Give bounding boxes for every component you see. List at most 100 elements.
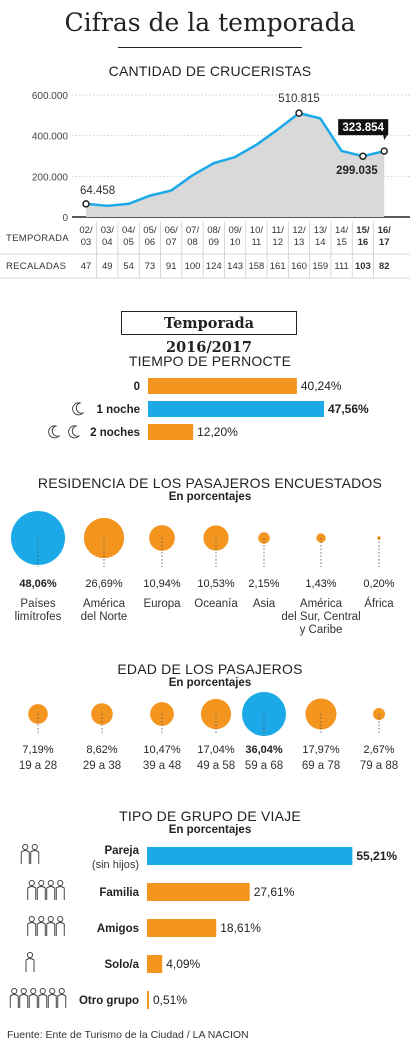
y-tick-label: 200.000 <box>32 172 69 183</box>
person-icon <box>46 879 56 900</box>
calls-value: 103 <box>355 261 371 272</box>
grupo-section-title: TIPO DE GRUPO DE VIAJE <box>119 808 301 824</box>
edad-subtitle: En porcentajes <box>168 677 252 689</box>
person-body <box>28 994 38 1008</box>
person-body <box>9 994 19 1008</box>
crescent-moon-icon <box>72 402 85 416</box>
person-head <box>57 915 64 923</box>
bar-value-label: 12,20% <box>197 425 238 439</box>
person-icon <box>46 915 56 936</box>
bar-category-label: Amigos <box>97 923 139 935</box>
person-icon <box>38 987 48 1008</box>
bar <box>148 401 324 417</box>
bar-category-label: 2 noches <box>90 427 140 439</box>
person-body <box>47 994 57 1008</box>
page-title: Cifras de la temporada <box>64 8 356 37</box>
data-label-pointer <box>383 135 388 141</box>
bubble-category-label: limítrofes <box>15 611 62 623</box>
person-head <box>38 915 45 923</box>
season-label: 06 <box>145 237 156 248</box>
bubble-value-label: 10,47% <box>143 744 181 756</box>
bubble-value-label: 36,04% <box>245 744 283 756</box>
person-head <box>30 987 37 995</box>
person-head <box>20 987 27 995</box>
person-body <box>25 958 35 972</box>
person-head <box>39 987 46 995</box>
bar-category-label: Familia <box>99 887 139 899</box>
calls-value: 111 <box>334 261 348 272</box>
y-tick-label: 0 <box>62 213 68 224</box>
residencia-section-title: RESIDENCIA DE LOS PASAJEROS ENCUESTADOS <box>37 475 383 491</box>
source-note: Fuente: Ente de Turismo de la Ciudad / L… <box>7 1029 249 1041</box>
data-label: 510.815 <box>278 93 320 105</box>
bubble-value-label: 2,15% <box>248 578 279 590</box>
season-label: 05 <box>123 237 134 248</box>
bar-category-label: Otro grupo <box>79 995 139 1007</box>
bubble-category-label: 39 a 48 <box>143 760 181 772</box>
bubble-category-label: 29 a 38 <box>83 760 121 772</box>
bubble-category-label: 79 a 88 <box>360 760 398 772</box>
season-label: 13 <box>294 237 305 248</box>
person-body <box>57 994 67 1008</box>
person-head <box>58 987 65 995</box>
bubble-category-label: Oceanía <box>194 598 238 610</box>
bar-category-label: 1 noche <box>97 404 140 416</box>
edad-section-title: EDAD DE LOS PASAJEROS <box>117 661 303 677</box>
season-label: 02/ <box>79 225 93 236</box>
crescent-moon-icon <box>68 425 81 439</box>
bubble-value-label: 1,43% <box>305 578 336 590</box>
person-head <box>31 843 38 851</box>
data-label: 323.854 <box>342 122 384 134</box>
season-label: 09/ <box>228 225 242 236</box>
data-label: 64.458 <box>80 185 115 197</box>
season-label: 17 <box>379 237 390 248</box>
calls-value: 47 <box>81 261 92 272</box>
bar <box>147 847 353 865</box>
bar <box>147 991 149 1009</box>
person-head <box>49 987 56 995</box>
person-head <box>28 879 35 887</box>
person-body <box>30 850 40 864</box>
bar-value-label: 27,61% <box>254 885 295 899</box>
grupo-subtitle: En porcentajes <box>168 824 252 836</box>
residencia-subtitle: En porcentajes <box>168 491 252 503</box>
bar-category-label: Pareja <box>104 845 139 857</box>
bar-category-label: Solo/a <box>104 959 139 971</box>
season-label: 07/ <box>186 225 200 236</box>
person-body <box>55 886 65 900</box>
person-icon <box>47 987 57 1008</box>
season-label: 05/ <box>143 225 157 236</box>
bar <box>148 378 297 394</box>
bubble-value-label: 8,62% <box>86 744 117 756</box>
person-icon <box>19 987 29 1008</box>
pernocte-section-title: TIEMPO DE PERNOCTE <box>128 353 292 369</box>
calls-value: 161 <box>270 261 286 272</box>
data-point <box>380 147 388 155</box>
cruise-plot: 64.458 510.815 299.035 323.854 <box>80 93 389 217</box>
person-head <box>26 951 34 959</box>
cruise-table: TEMPORADA RECALADAS 02/03 47 03/04 49 04/05 54 0… <box>0 222 410 279</box>
person-icon <box>55 915 65 936</box>
season-label: 16/ <box>378 225 392 236</box>
season-label: 06/ <box>165 225 179 236</box>
person-head <box>57 879 64 887</box>
bar-category-label: 0 <box>134 381 140 393</box>
bubble-value-label: 17,97% <box>302 744 340 756</box>
y-tick-label: 600.000 <box>32 91 69 102</box>
season-label: 07 <box>166 237 177 248</box>
calls-value: 73 <box>145 261 156 272</box>
bar-category-label: (sin hijos) <box>92 859 139 871</box>
edad-bubble-chart: 7,19% 19 a 28 8,62% 29 a 38 10,47% 39 a 48 17,… <box>19 692 398 772</box>
season-label: 13/ <box>314 225 328 236</box>
cruise-area-chart: 0 200.000 400.000 600.000 64.458 510.815 299.… <box>0 91 410 279</box>
season-label: 10/ <box>250 225 264 236</box>
bubble-value-label: 26,69% <box>85 578 123 590</box>
person-icon <box>57 987 67 1008</box>
calls-value: 159 <box>312 261 328 272</box>
bar <box>147 955 163 973</box>
pernocte-bar-chart: 0 40,24% 1 noche 47,56% 2 noches 12,20% <box>48 378 369 440</box>
season-label: 04/ <box>122 225 136 236</box>
bubble-category-label: Europa <box>143 598 181 610</box>
bubble-value-label: 10,53% <box>197 578 235 590</box>
person-body <box>38 994 48 1008</box>
